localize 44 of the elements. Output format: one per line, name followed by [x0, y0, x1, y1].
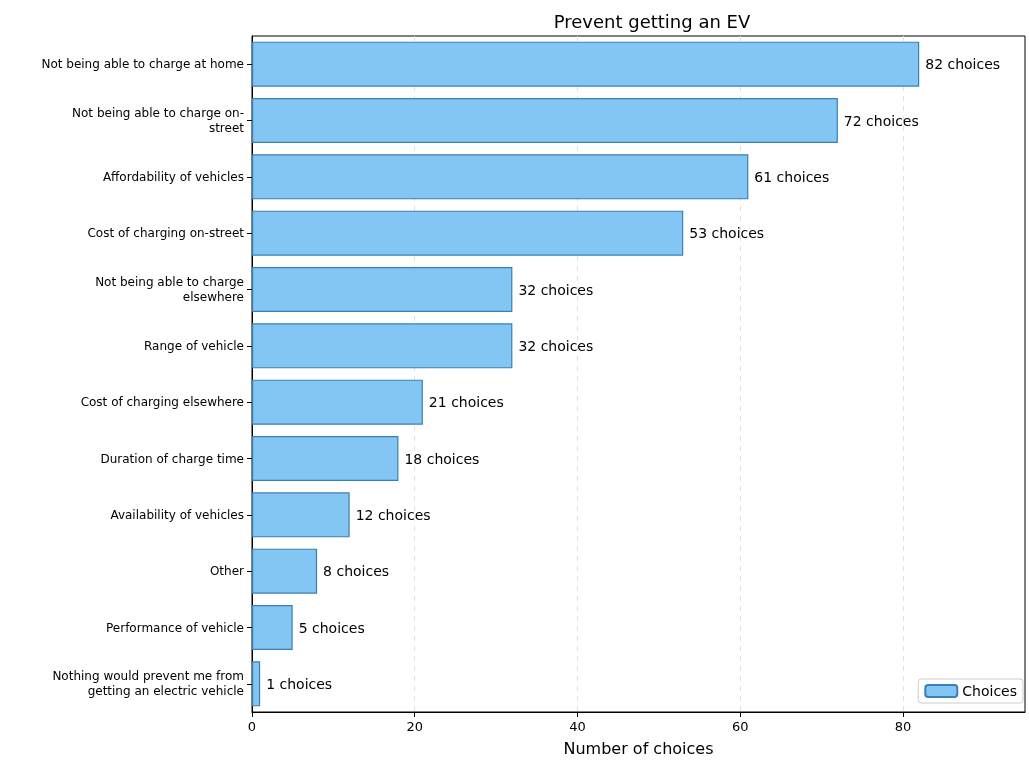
- y-tick-label: Duration of charge time: [100, 451, 244, 466]
- x-tick-label: 60: [731, 719, 749, 734]
- bar: [252, 266, 513, 313]
- y-tick-label: Range of vehicle: [144, 338, 244, 353]
- y-tick-label: Not being able to charge at home: [41, 57, 244, 72]
- data-label: 12 choices: [355, 506, 431, 523]
- bar: [252, 548, 318, 594]
- x-tick-label: 20: [406, 719, 424, 734]
- data-label: 72 choices: [843, 112, 919, 129]
- y-tick-label: Performance of vehicle: [106, 620, 244, 635]
- bar: [252, 210, 684, 256]
- data-label: 32 choices: [518, 281, 594, 298]
- data-label: 53 choices: [689, 225, 765, 242]
- data-label: 21 choices: [428, 394, 504, 411]
- data-label: 32 choices: [518, 337, 594, 354]
- data-label: 8 choices: [323, 563, 390, 580]
- bar: [252, 323, 513, 369]
- x-tick-label: 80: [894, 719, 912, 734]
- x-tick-label: 0: [247, 719, 257, 734]
- y-tick-label: Availability of vehicles: [110, 507, 244, 522]
- y-tick-label: Affordability of vehicles: [102, 169, 244, 184]
- bar: [252, 379, 423, 425]
- y-tick-label: Cost of charging elsewhere: [80, 395, 244, 410]
- legend-label: Choices: [962, 683, 1018, 699]
- bar: [252, 661, 261, 707]
- bar: [252, 41, 920, 87]
- y-tick-label: Not being able to charge on- street: [72, 106, 245, 135]
- bar: [252, 154, 749, 200]
- bar: [252, 604, 293, 651]
- data-label: 5 choices: [298, 619, 365, 636]
- data-label: 61 choices: [754, 168, 830, 185]
- bar: [252, 492, 350, 538]
- data-label: 1 choices: [266, 675, 333, 692]
- y-tick-label: Not being able to charge elsewhere: [95, 275, 244, 304]
- data-label: 18 choices: [404, 450, 480, 467]
- data-label: 82 choices: [925, 56, 1001, 73]
- y-tick-label: Cost of charging on-street: [87, 226, 245, 241]
- bar: [252, 435, 399, 482]
- y-tick-label: Nothing would prevent me from getting an electric vehicle: [52, 669, 244, 699]
- x-axis-title: Number of choices: [563, 738, 714, 758]
- x-tick-label: 40: [569, 719, 586, 734]
- bar: [252, 97, 838, 144]
- chart-title: Prevent getting an EV: [553, 10, 751, 32]
- y-tick-label: Other: [209, 564, 245, 579]
